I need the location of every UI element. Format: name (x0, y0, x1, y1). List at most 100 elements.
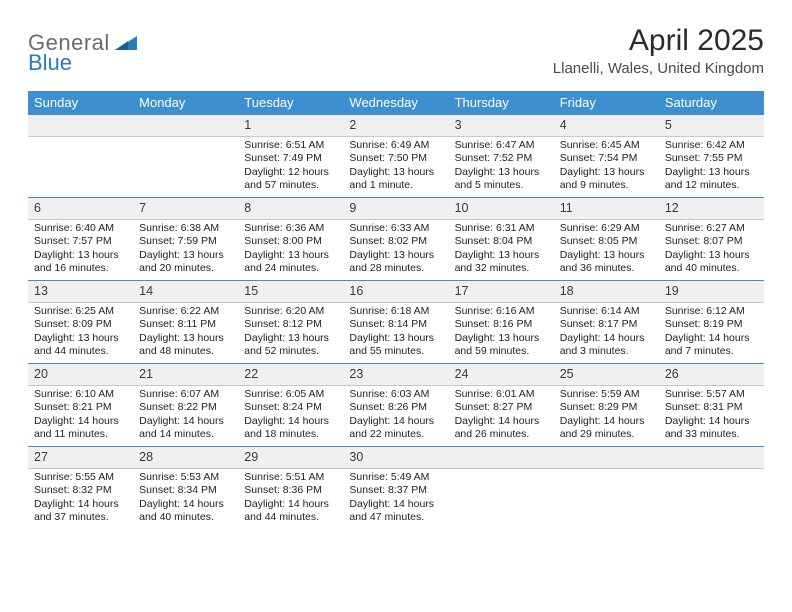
page: General April 2025 Llanelli, Wales, Unit… (0, 0, 792, 536)
location-text: Llanelli, Wales, United Kingdom (553, 60, 764, 77)
sunrise-text: Sunrise: 6:36 AM (244, 222, 337, 235)
cell-body: Sunrise: 6:38 AMSunset: 7:59 PMDaylight:… (133, 220, 238, 280)
sunrise-text: Sunrise: 6:22 AM (139, 305, 232, 318)
daylight-text: Daylight: 14 hours and 14 minutes. (139, 415, 232, 442)
daynum-row (133, 114, 238, 137)
calendar-cell: 26Sunrise: 5:57 AMSunset: 8:31 PMDayligh… (659, 363, 764, 446)
day-number: 18 (560, 284, 574, 298)
sunrise-text: Sunrise: 5:51 AM (244, 471, 337, 484)
day-number: 17 (455, 284, 469, 298)
day-number: 14 (139, 284, 153, 298)
cell-body: Sunrise: 6:40 AMSunset: 7:57 PMDaylight:… (28, 220, 133, 280)
day-number: 5 (665, 118, 672, 132)
calendar-cell: 15Sunrise: 6:20 AMSunset: 8:12 PMDayligh… (238, 280, 343, 363)
sunset-text: Sunset: 7:50 PM (349, 152, 442, 165)
calendar-cell-empty (133, 114, 238, 197)
sunrise-text: Sunrise: 5:59 AM (560, 388, 653, 401)
calendar-cell-empty (554, 446, 659, 536)
daynum-row: 17 (449, 280, 554, 303)
daynum-row: 25 (554, 363, 659, 386)
brand-triangle-icon (115, 34, 137, 55)
sunrise-text: Sunrise: 6:49 AM (349, 139, 442, 152)
sunset-text: Sunset: 8:36 PM (244, 484, 337, 497)
sunrise-text: Sunrise: 6:18 AM (349, 305, 442, 318)
sunset-text: Sunset: 7:54 PM (560, 152, 653, 165)
cell-body: Sunrise: 6:12 AMSunset: 8:19 PMDaylight:… (659, 303, 764, 363)
day-number: 13 (34, 284, 48, 298)
daynum-row: 10 (449, 197, 554, 220)
day-number: 16 (349, 284, 363, 298)
daynum-row: 28 (133, 446, 238, 469)
sunset-text: Sunset: 7:52 PM (455, 152, 548, 165)
calendar-cell: 10Sunrise: 6:31 AMSunset: 8:04 PMDayligh… (449, 197, 554, 280)
sunrise-text: Sunrise: 6:12 AM (665, 305, 758, 318)
daynum-row: 21 (133, 363, 238, 386)
sunset-text: Sunset: 7:57 PM (34, 235, 127, 248)
daynum-row: 27 (28, 446, 133, 469)
daynum-row: 13 (28, 280, 133, 303)
sunset-text: Sunset: 8:22 PM (139, 401, 232, 414)
cell-body (449, 469, 554, 475)
day-number: 27 (34, 450, 48, 464)
cell-body: Sunrise: 5:51 AMSunset: 8:36 PMDaylight:… (238, 469, 343, 529)
daylight-text: Daylight: 14 hours and 11 minutes. (34, 415, 127, 442)
sunrise-text: Sunrise: 6:14 AM (560, 305, 653, 318)
daynum-row: 1 (238, 114, 343, 137)
day-number: 22 (244, 367, 258, 381)
day-number: 15 (244, 284, 258, 298)
sunset-text: Sunset: 8:29 PM (560, 401, 653, 414)
day-number: 20 (34, 367, 48, 381)
brand-word-2-wrap: Blue (28, 50, 72, 76)
daynum-row: 29 (238, 446, 343, 469)
sunrise-text: Sunrise: 5:53 AM (139, 471, 232, 484)
day-number: 12 (665, 201, 679, 215)
daynum-row: 18 (554, 280, 659, 303)
calendar-cell-empty (28, 114, 133, 197)
daynum-row: 22 (238, 363, 343, 386)
sunrise-text: Sunrise: 5:57 AM (665, 388, 758, 401)
calendar-cell: 22 Sunrise: 6:05 AMSunset: 8:24 PMDayligh… (238, 363, 343, 446)
calendar-cell: 14Sunrise: 6:22 AMSunset: 8:11 PMDayligh… (133, 280, 238, 363)
daynum-row (554, 446, 659, 469)
calendar-cell: 6Sunrise: 6:40 AMSunset: 7:57 PMDaylight… (28, 197, 133, 280)
sunset-text: Sunset: 8:24 PM (244, 401, 337, 414)
daylight-text: Daylight: 13 hours and 9 minutes. (560, 166, 653, 193)
cell-body: Sunrise: 5:59 AMSunset: 8:29 PMDaylight:… (554, 386, 659, 446)
cell-body: Sunrise: 5:57 AMSunset: 8:31 PMDaylight:… (659, 386, 764, 446)
daynum-row: 9 (343, 197, 448, 220)
cell-body: Sunrise: 5:49 AMSunset: 8:37 PMDaylight:… (343, 469, 448, 529)
day-number: 19 (665, 284, 679, 298)
daynum-row: 11 (554, 197, 659, 220)
calendar-cell: 4Sunrise: 6:45 AMSunset: 7:54 PMDaylight… (554, 114, 659, 197)
daylight-text: Daylight: 14 hours and 18 minutes. (244, 415, 337, 442)
calendar-row: 1Sunrise: 6:51 AMSunset: 7:49 PMDaylight… (28, 114, 764, 197)
calendar-cell: 24Sunrise: 6:01 AMSunset: 8:27 PMDayligh… (449, 363, 554, 446)
calendar-cell: 9Sunrise: 6:33 AMSunset: 8:02 PMDaylight… (343, 197, 448, 280)
sunrise-text: Sunrise: 6:20 AM (244, 305, 337, 318)
day-number: 2 (349, 118, 356, 132)
sunset-text: Sunset: 8:14 PM (349, 318, 442, 331)
cell-body: Sunrise: 6:33 AMSunset: 8:02 PMDaylight:… (343, 220, 448, 280)
daylight-text: Daylight: 14 hours and 37 minutes. (34, 498, 127, 525)
sunset-text: Sunset: 7:59 PM (139, 235, 232, 248)
cell-body: Sunrise: 6:05 AMSunset: 8:24 PMDaylight:… (238, 386, 343, 446)
header: General April 2025 Llanelli, Wales, Unit… (28, 24, 764, 77)
calendar-cell: 20Sunrise: 6:10 AMSunset: 8:21 PMDayligh… (28, 363, 133, 446)
calendar-cell: 29Sunrise: 5:51 AMSunset: 8:36 PMDayligh… (238, 446, 343, 536)
weekday-header: Sunday (28, 91, 133, 114)
daynum-row: 7 (133, 197, 238, 220)
sunset-text: Sunset: 8:00 PM (244, 235, 337, 248)
sunrise-text: Sunrise: 6:40 AM (34, 222, 127, 235)
day-number: 21 (139, 367, 153, 381)
calendar-cell: 27Sunrise: 5:55 AMSunset: 8:32 PMDayligh… (28, 446, 133, 536)
daylight-text: Daylight: 14 hours and 3 minutes. (560, 332, 653, 359)
calendar-cell: 17Sunrise: 6:16 AMSunset: 8:16 PMDayligh… (449, 280, 554, 363)
title-block: April 2025 Llanelli, Wales, United Kingd… (553, 24, 764, 77)
daynum-row: 8 (238, 197, 343, 220)
sunrise-text: Sunrise: 6:01 AM (455, 388, 548, 401)
sunset-text: Sunset: 8:11 PM (139, 318, 232, 331)
cell-body: Sunrise: 6:07 AMSunset: 8:22 PMDaylight:… (133, 386, 238, 446)
calendar-row: 27Sunrise: 5:55 AMSunset: 8:32 PMDayligh… (28, 446, 764, 536)
weekday-row: SundayMondayTuesdayWednesdayThursdayFrid… (28, 91, 764, 114)
daynum-row: 24 (449, 363, 554, 386)
